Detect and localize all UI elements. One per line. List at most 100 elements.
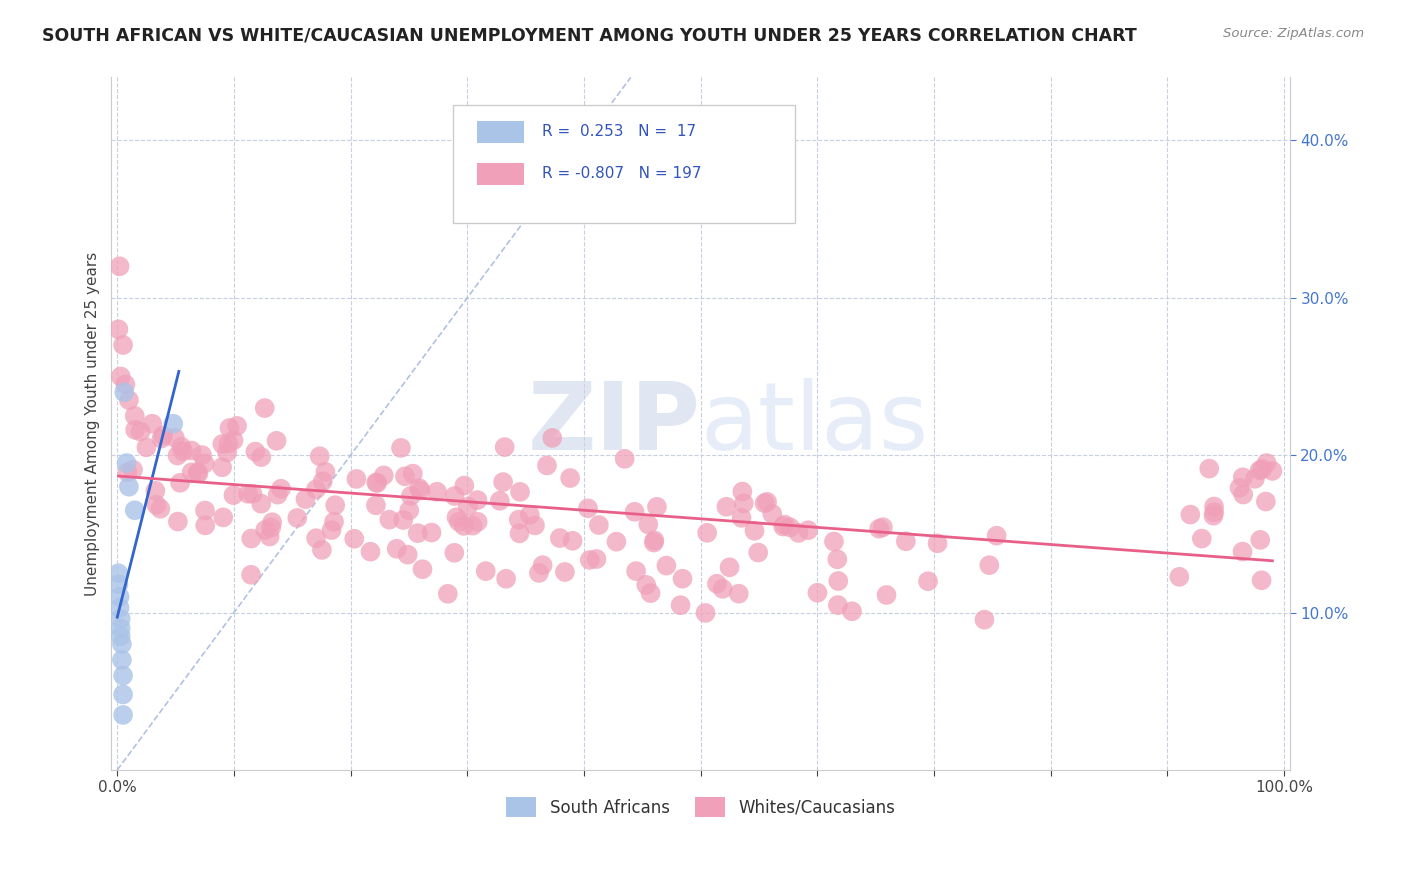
Point: [868, 522, 890, 536]
Point: [1244, 472, 1267, 486]
Point: [733, 496, 755, 510]
Point: [117, 466, 139, 480]
Point: [823, 534, 845, 549]
Point: [772, 519, 794, 533]
Point: [508, 526, 530, 541]
Point: [392, 513, 415, 527]
Point: [366, 475, 388, 490]
Point: [218, 421, 240, 435]
Point: [191, 448, 214, 462]
Point: [211, 437, 233, 451]
Bar: [477, 162, 524, 185]
Point: [308, 449, 330, 463]
Point: [1251, 462, 1274, 476]
Point: [779, 520, 801, 534]
Point: [108, 590, 131, 604]
Point: [519, 508, 541, 522]
Point: [696, 525, 718, 540]
Point: [561, 533, 583, 548]
Point: [453, 519, 475, 533]
Point: [1202, 508, 1225, 523]
Point: [110, 369, 132, 384]
Point: [437, 587, 460, 601]
Point: [172, 444, 194, 458]
Point: [426, 484, 449, 499]
Point: [761, 507, 783, 521]
Point: [107, 577, 129, 591]
Point: [645, 500, 668, 514]
Point: [366, 475, 388, 490]
Bar: [477, 121, 524, 144]
Point: [364, 499, 387, 513]
Point: [711, 582, 734, 596]
Point: [122, 463, 145, 477]
Point: [145, 498, 167, 512]
Point: [1232, 487, 1254, 501]
Point: [1198, 461, 1220, 475]
Point: [637, 517, 659, 532]
Point: [194, 518, 217, 533]
Point: [1249, 463, 1271, 477]
Point: [453, 478, 475, 492]
FancyBboxPatch shape: [453, 105, 794, 223]
Point: [1191, 532, 1213, 546]
Point: [706, 576, 728, 591]
Point: [494, 440, 516, 454]
Point: [1180, 508, 1202, 522]
Point: [508, 513, 530, 527]
Point: [389, 441, 412, 455]
Point: [112, 668, 135, 682]
Point: [492, 475, 515, 489]
Point: [110, 621, 132, 635]
Point: [554, 565, 576, 579]
Point: [1202, 500, 1225, 514]
Point: [112, 385, 135, 400]
Point: [797, 523, 820, 537]
Point: [194, 503, 217, 517]
Point: [242, 487, 264, 501]
Point: [245, 444, 267, 458]
Point: [640, 586, 662, 600]
Point: [623, 505, 645, 519]
Point: [240, 532, 263, 546]
Point: [727, 587, 749, 601]
Point: [162, 417, 184, 431]
Point: [110, 612, 132, 626]
Point: [305, 531, 328, 545]
Point: [236, 487, 259, 501]
Point: [253, 401, 276, 415]
Point: [211, 460, 233, 475]
Point: [457, 500, 479, 514]
Text: SOUTH AFRICAN VS WHITE/CAUCASIAN UNEMPLOYMENT AMONG YOUTH UNDER 25 YEARS CORRELA: SOUTH AFRICAN VS WHITE/CAUCASIAN UNEMPLO…: [42, 27, 1137, 45]
Point: [827, 598, 849, 612]
Point: [986, 529, 1008, 543]
Point: [461, 518, 484, 533]
Point: [747, 545, 769, 559]
Point: [872, 520, 894, 534]
Point: [973, 613, 995, 627]
Point: [111, 637, 134, 651]
Point: [787, 525, 810, 540]
Point: [398, 503, 420, 517]
Point: [262, 515, 284, 529]
Point: [186, 466, 208, 480]
Point: [250, 450, 273, 464]
Point: [420, 525, 443, 540]
Point: [643, 535, 665, 549]
Point: [149, 501, 172, 516]
Text: atlas: atlas: [700, 377, 929, 470]
Point: [180, 465, 202, 479]
Point: [180, 443, 202, 458]
Point: [226, 418, 249, 433]
Point: [655, 558, 678, 573]
Point: [894, 534, 917, 549]
Point: [222, 434, 245, 448]
Point: [509, 484, 531, 499]
Point: [394, 469, 416, 483]
Point: [408, 481, 430, 495]
Point: [373, 468, 395, 483]
Point: [145, 483, 167, 498]
Point: [1232, 544, 1254, 558]
Point: [111, 653, 134, 667]
Point: [270, 482, 292, 496]
